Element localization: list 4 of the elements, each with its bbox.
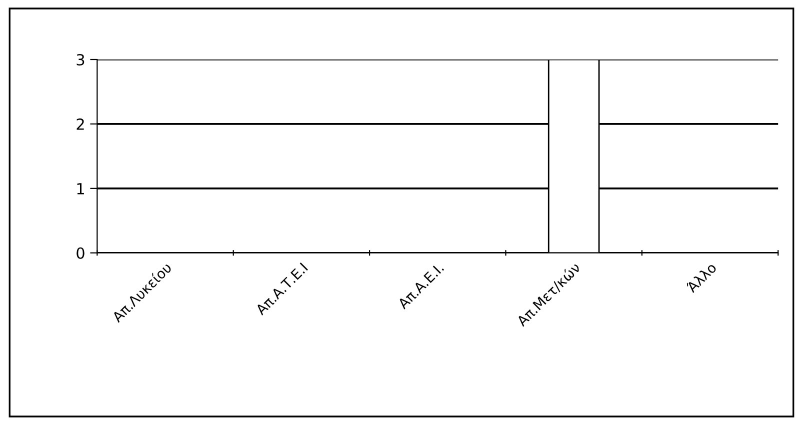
- y-tick-label: 0: [76, 247, 84, 259]
- y-tick-label: 1: [77, 183, 84, 194]
- y-tick-label: 3: [76, 54, 84, 66]
- y-tick-label: 2: [76, 118, 84, 130]
